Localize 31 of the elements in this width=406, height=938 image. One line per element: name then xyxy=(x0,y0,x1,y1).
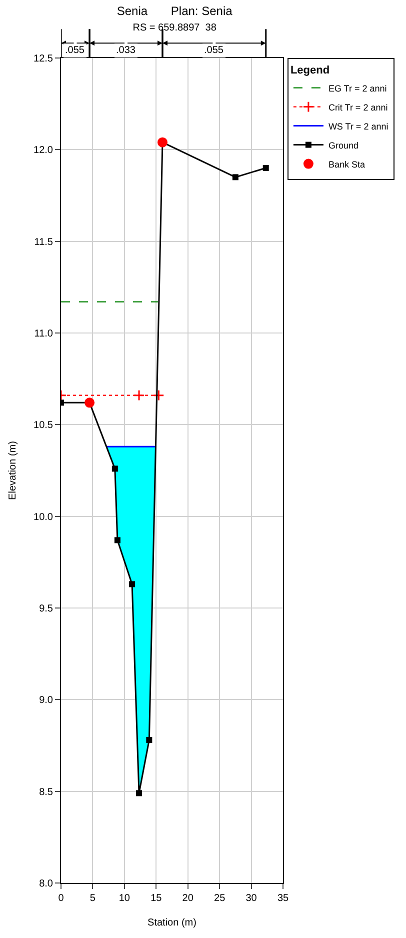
y-tick-label: 11.0 xyxy=(34,328,54,340)
x-tick-label: 25 xyxy=(214,893,226,904)
y-tick-label: 9.0 xyxy=(39,695,54,706)
legend-label: Ground xyxy=(328,140,358,150)
chart-title: Senia Plan: Senia xyxy=(116,4,233,18)
x-tick-label: 15 xyxy=(150,893,162,904)
x-tick-label: 20 xyxy=(182,893,194,904)
y-tick-label: 11.5 xyxy=(34,236,54,248)
y-tick-label: 10.0 xyxy=(34,512,54,523)
text: .033 xyxy=(116,45,136,56)
legend-title: Legend xyxy=(290,64,330,76)
x-tick-label: 0 xyxy=(58,893,64,904)
y-tick-label: 9.5 xyxy=(39,604,54,614)
legend-label: Bank Sta xyxy=(328,159,365,170)
text: .055 xyxy=(204,45,224,56)
y-axis-title: Elevation (m) xyxy=(8,441,19,500)
x-axis-title: Station (m) xyxy=(148,918,196,928)
chart-subtitle: RS = 659.8897 38 xyxy=(132,22,217,34)
y-tick-label: 10.5 xyxy=(34,420,54,432)
legend-label: EG Tr = 2 anni xyxy=(328,83,387,94)
y-tick-label: 12.0 xyxy=(34,145,54,156)
y-tick-label: 8.0 xyxy=(39,878,54,890)
legend-label: Crit Tr = 2 anni xyxy=(328,102,388,112)
legend-label: WS Tr = 2 anni xyxy=(328,121,388,132)
x-tick-label: 35 xyxy=(277,893,289,904)
x-tick-label: 5 xyxy=(90,893,96,904)
x-tick-label: 10 xyxy=(118,893,130,904)
y-tick-label: 8.5 xyxy=(39,786,54,798)
x-tick-label: 30 xyxy=(246,893,258,904)
text: .055 xyxy=(65,45,85,56)
y-tick-label: 12.5 xyxy=(34,54,54,64)
